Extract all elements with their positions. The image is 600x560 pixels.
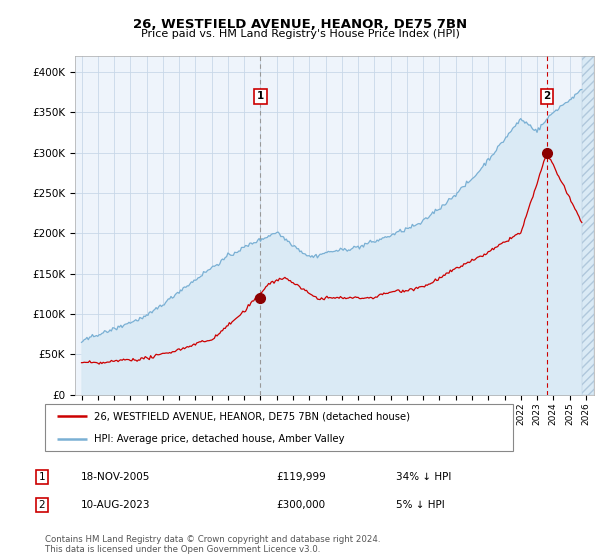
Text: £119,999: £119,999: [276, 472, 326, 482]
Text: HPI: Average price, detached house, Amber Valley: HPI: Average price, detached house, Ambe…: [94, 433, 344, 444]
Text: 18-NOV-2005: 18-NOV-2005: [81, 472, 151, 482]
Text: 26, WESTFIELD AVENUE, HEANOR, DE75 7BN (detached house): 26, WESTFIELD AVENUE, HEANOR, DE75 7BN (…: [94, 412, 410, 422]
Text: 1: 1: [38, 472, 46, 482]
Text: 10-AUG-2023: 10-AUG-2023: [81, 500, 151, 510]
FancyBboxPatch shape: [45, 404, 513, 451]
Text: 5% ↓ HPI: 5% ↓ HPI: [396, 500, 445, 510]
Text: 34% ↓ HPI: 34% ↓ HPI: [396, 472, 451, 482]
Text: 2: 2: [38, 500, 46, 510]
Text: Contains HM Land Registry data © Crown copyright and database right 2024.
This d: Contains HM Land Registry data © Crown c…: [45, 535, 380, 554]
Text: 1: 1: [257, 91, 264, 101]
Text: 2: 2: [543, 91, 550, 101]
Text: 26, WESTFIELD AVENUE, HEANOR, DE75 7BN: 26, WESTFIELD AVENUE, HEANOR, DE75 7BN: [133, 18, 467, 31]
Text: Price paid vs. HM Land Registry's House Price Index (HPI): Price paid vs. HM Land Registry's House …: [140, 29, 460, 39]
Text: £300,000: £300,000: [276, 500, 325, 510]
